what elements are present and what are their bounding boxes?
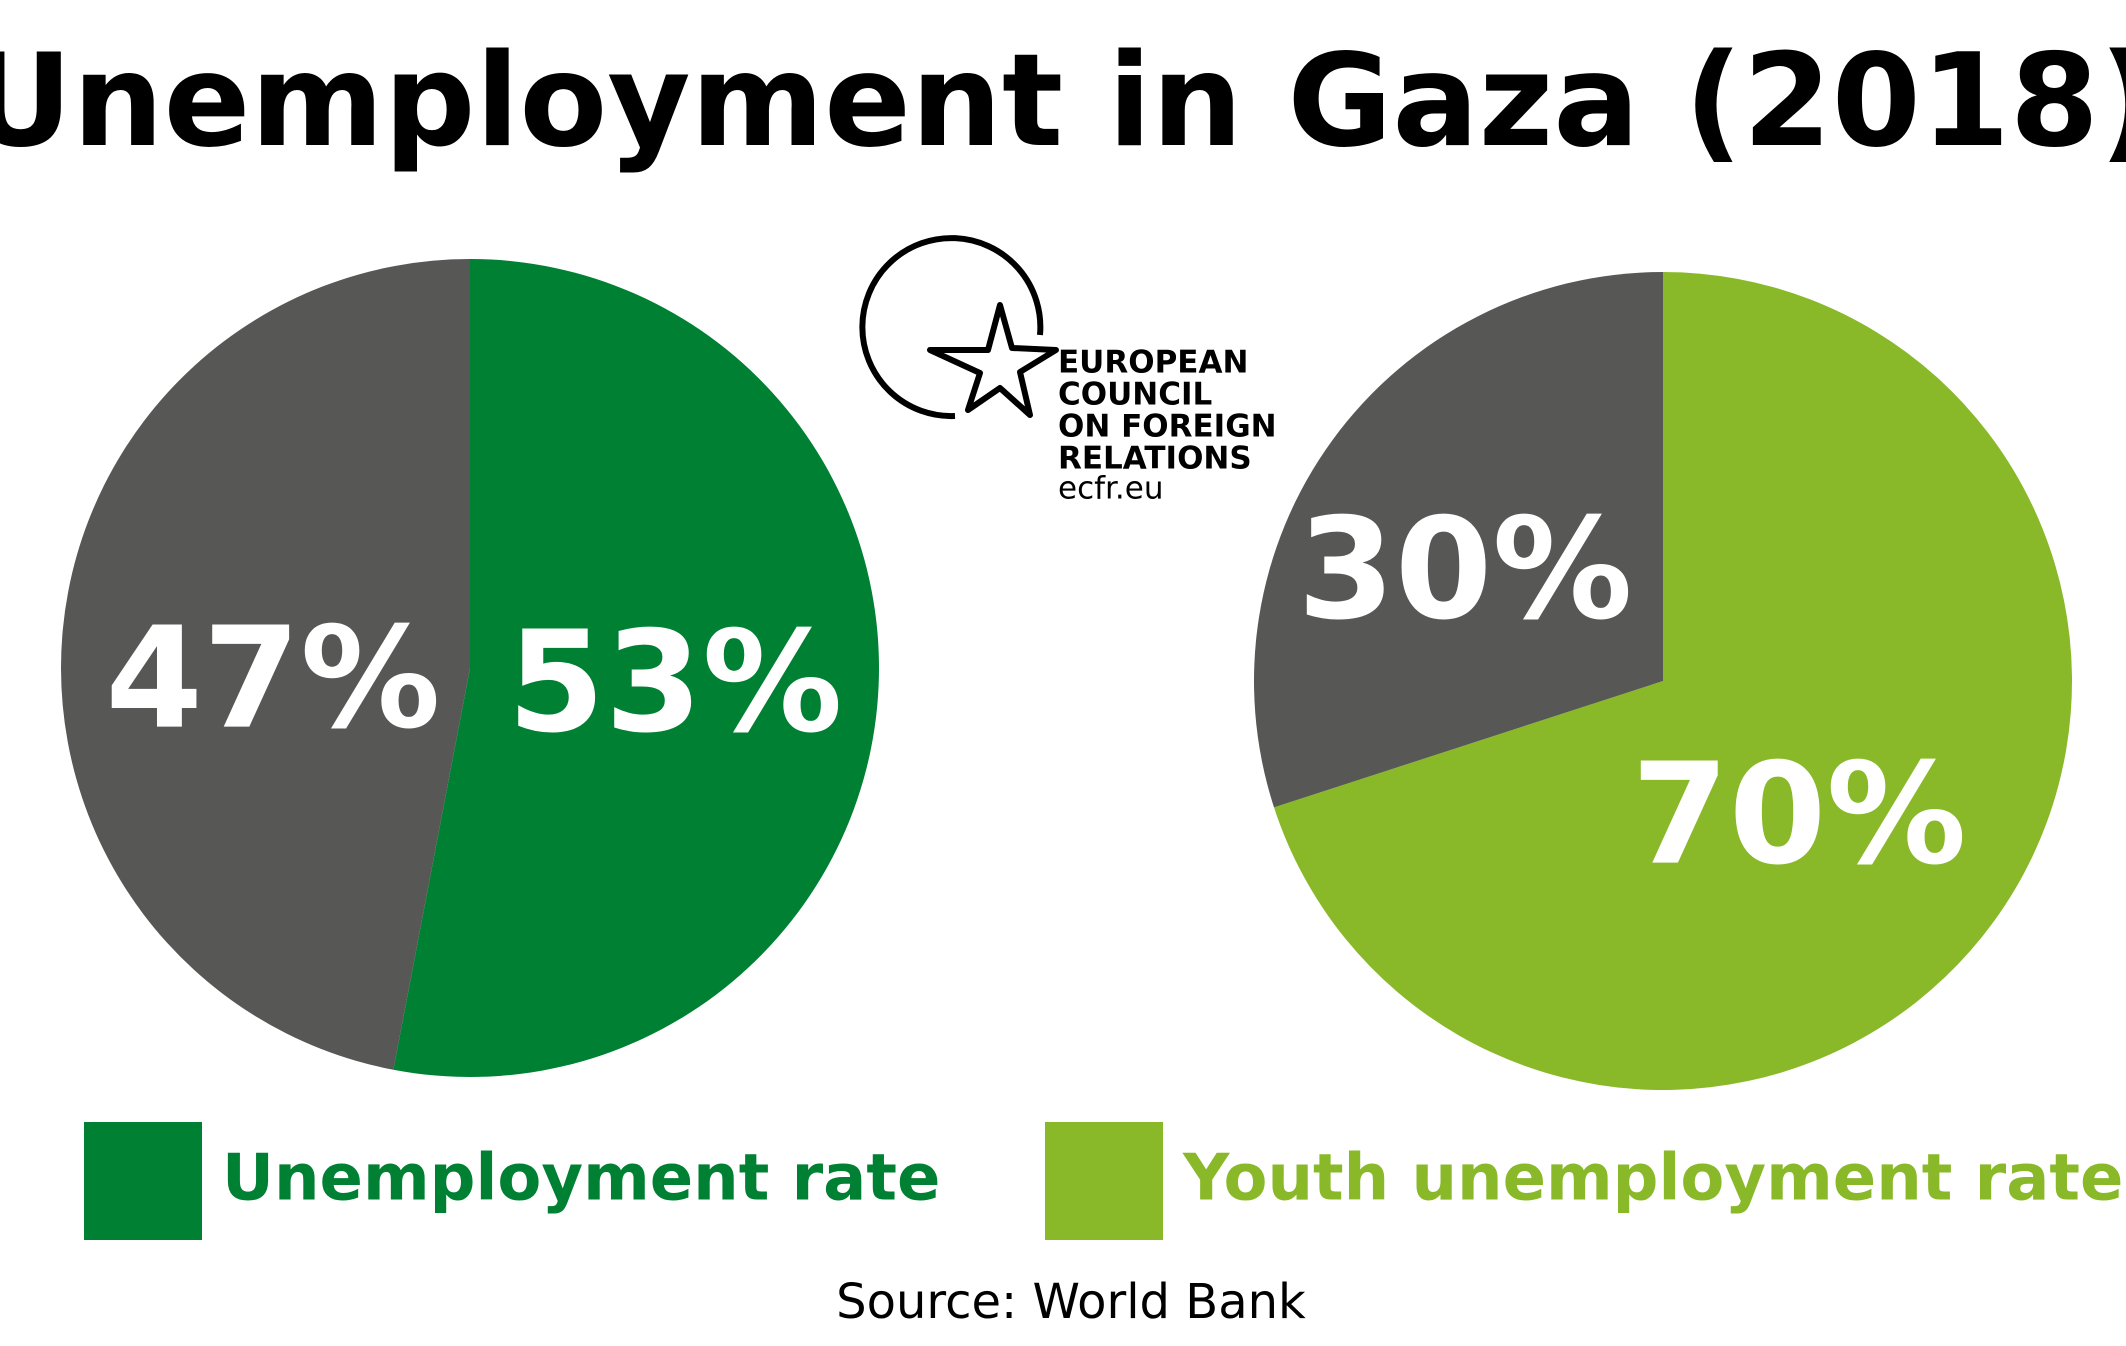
logo-ring — [859, 235, 1044, 420]
legend-label: Youth unemployment rate — [1182, 1142, 2123, 1216]
pie-slice — [1274, 272, 2072, 1091]
value-label: 30% — [1297, 489, 1632, 652]
value-label: 53% — [507, 602, 842, 765]
logo: EUROPEAN COUNCIL ON FOREIGN RELATIONS ec… — [859, 235, 1277, 507]
legend-swatch — [84, 1122, 202, 1240]
logo-text: EUROPEAN — [1058, 345, 1248, 381]
legend-label: Unemployment rate — [222, 1142, 940, 1216]
logo-star — [927, 302, 1059, 418]
pie-slice — [393, 259, 879, 1077]
logo-url: ecfr.eu — [1058, 471, 1164, 507]
pie-slice — [1254, 272, 1663, 808]
pie-slice — [60, 259, 470, 1070]
source: Source: World Bank — [836, 1274, 1306, 1330]
legend-swatch — [1045, 1122, 1163, 1240]
logo-text: ON FOREIGN — [1058, 409, 1277, 445]
value-label: 70% — [1631, 734, 1966, 897]
logo-text: COUNCIL — [1058, 377, 1212, 413]
title: Unemployment in Gaza (2018) — [0, 27, 2126, 176]
logo-text: RELATIONS — [1058, 441, 1252, 477]
value-label: 47% — [105, 598, 440, 761]
